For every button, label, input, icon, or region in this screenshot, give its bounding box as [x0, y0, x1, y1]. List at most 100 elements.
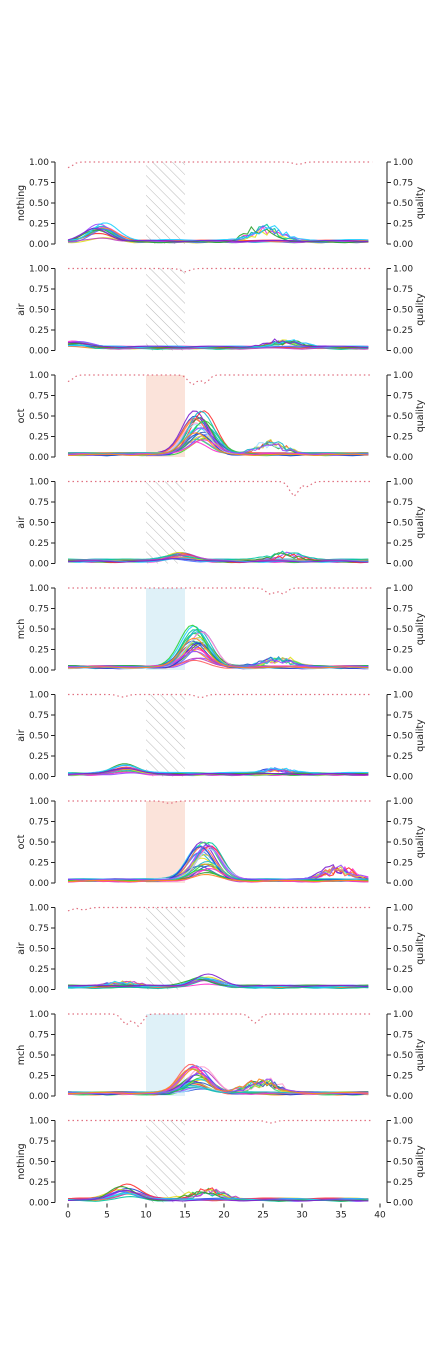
- quality-line: [68, 267, 373, 273]
- trace-line: [67, 977, 369, 988]
- right-tick-label: 0.00: [393, 560, 413, 570]
- left-tick-label: 0.25: [29, 752, 49, 762]
- trace-line: [68, 225, 369, 244]
- x-tick-label: 5: [104, 1211, 110, 1221]
- left-tick-label: 0.50: [29, 945, 49, 955]
- trace-line: [67, 844, 369, 881]
- x-tick-label: 15: [179, 1211, 190, 1221]
- left-tick-label: 0.50: [29, 1051, 49, 1061]
- right-tick-label: 0.75: [393, 924, 413, 934]
- right-tick-label: 1.00: [393, 371, 413, 381]
- right-tick-label: 0.50: [393, 199, 413, 209]
- x-tick-label: 35: [335, 1211, 346, 1221]
- left-tick-label: 1.00: [29, 478, 49, 488]
- left-tick-label: 1.00: [29, 158, 49, 168]
- right-tick-label: 0.50: [393, 625, 413, 635]
- left-tick-label: 0.00: [29, 1199, 49, 1209]
- left-tick-label: 1.00: [29, 1010, 49, 1020]
- stimulus-window-hatched: [146, 694, 185, 777]
- panel-label: air: [16, 303, 27, 315]
- left-tick-label: 1.00: [29, 371, 49, 381]
- right-axis-label: quality: [415, 1038, 426, 1071]
- left-tick-label: 0.50: [29, 732, 49, 742]
- stimulus-window-hatched: [146, 268, 185, 351]
- trace-line: [67, 410, 369, 455]
- left-tick-label: 0.75: [29, 498, 49, 508]
- left-tick-label: 1.00: [29, 1117, 49, 1127]
- right-axis-label: quality: [415, 1145, 426, 1178]
- right-tick-label: 0.00: [393, 986, 413, 996]
- trace-line: [67, 624, 369, 668]
- panel-label: air: [16, 942, 27, 954]
- right-tick-label: 1.00: [393, 797, 413, 807]
- left-tick-label: 1.00: [29, 691, 49, 701]
- left-tick-label: 0.75: [29, 285, 49, 295]
- right-tick-label: 0.75: [393, 179, 413, 189]
- x-tick-label: 40: [374, 1211, 386, 1221]
- left-tick-label: 0.00: [29, 1092, 49, 1102]
- right-axis-label: quality: [415, 932, 426, 965]
- right-tick-label: 1.00: [393, 478, 413, 488]
- right-tick-label: 0.25: [393, 1072, 413, 1082]
- left-tick-label: 0.00: [29, 453, 49, 463]
- panel-label: air: [16, 729, 27, 741]
- left-tick-label: 0.75: [29, 392, 49, 402]
- left-tick-label: 1.00: [29, 584, 49, 594]
- right-tick-label: 0.50: [393, 306, 413, 316]
- right-tick-label: 0.75: [393, 605, 413, 615]
- trace-line: [67, 432, 369, 456]
- right-axis-label: quality: [415, 506, 426, 539]
- left-tick-label: 0.00: [29, 879, 49, 889]
- left-tick-label: 0.00: [29, 666, 49, 676]
- right-axis-label: quality: [415, 719, 426, 752]
- x-tick-label: 10: [140, 1211, 152, 1221]
- trace-line: [68, 637, 369, 669]
- panel-1: 0.00 0.00 0.25 0.25 0.50 0.50 0.75 0.75 1.00 1.00…: [16, 265, 426, 357]
- x-tick-label: 20: [218, 1211, 230, 1221]
- right-axis-label: quality: [415, 399, 426, 432]
- trace-line: [67, 650, 369, 669]
- right-tick-label: 0.25: [393, 220, 413, 230]
- right-tick-label: 0.25: [393, 539, 413, 549]
- right-tick-label: 0.25: [393, 433, 413, 443]
- right-tick-label: 1.00: [393, 691, 413, 701]
- quality-line: [68, 693, 373, 699]
- right-tick-label: 0.75: [393, 392, 413, 402]
- right-axis-label: quality: [415, 612, 426, 645]
- panel-2: 0.00 0.00 0.25 0.25 0.50 0.50 0.75 0.75 1.00 1.00…: [16, 371, 426, 463]
- right-tick-label: 1.00: [393, 1010, 413, 1020]
- right-tick-label: 0.75: [393, 498, 413, 508]
- trace-line: [67, 868, 369, 883]
- right-tick-label: 0.75: [393, 1031, 413, 1041]
- stimulus-window-oct: [146, 801, 185, 883]
- quality-line: [68, 1013, 373, 1028]
- left-tick-label: 0.25: [29, 1072, 49, 1082]
- left-tick-label: 0.75: [29, 711, 49, 721]
- trace-line: [67, 338, 369, 348]
- right-tick-label: 0.00: [393, 1199, 413, 1209]
- left-tick-label: 0.75: [29, 179, 49, 189]
- trace-line: [67, 1189, 369, 1202]
- right-axis-label: quality: [415, 186, 426, 219]
- right-tick-label: 0.00: [393, 453, 413, 463]
- panel-label: air: [16, 516, 27, 528]
- x-tick-label: 25: [257, 1211, 268, 1221]
- left-tick-label: 0.50: [29, 625, 49, 635]
- right-tick-label: 0.25: [393, 326, 413, 336]
- right-tick-label: 0.50: [393, 412, 413, 422]
- right-tick-label: 0.25: [393, 1178, 413, 1188]
- quality-line: [68, 1119, 373, 1124]
- trace-line: [67, 227, 369, 243]
- left-tick-label: 0.75: [29, 1031, 49, 1041]
- left-tick-label: 0.00: [29, 986, 49, 996]
- trace-line: [67, 764, 369, 775]
- left-tick-label: 0.25: [29, 433, 49, 443]
- left-tick-label: 1.00: [29, 904, 49, 914]
- quality-line: [68, 800, 373, 805]
- right-tick-label: 0.25: [393, 859, 413, 869]
- left-tick-label: 0.25: [29, 220, 49, 230]
- left-tick-label: 0.50: [29, 838, 49, 848]
- panel-9: 0.00 0.00 0.25 0.25 0.50 0.50 0.75 0.75 1.00 1.00…: [16, 1117, 426, 1209]
- trace-line: [67, 767, 369, 776]
- left-tick-label: 0.75: [29, 818, 49, 828]
